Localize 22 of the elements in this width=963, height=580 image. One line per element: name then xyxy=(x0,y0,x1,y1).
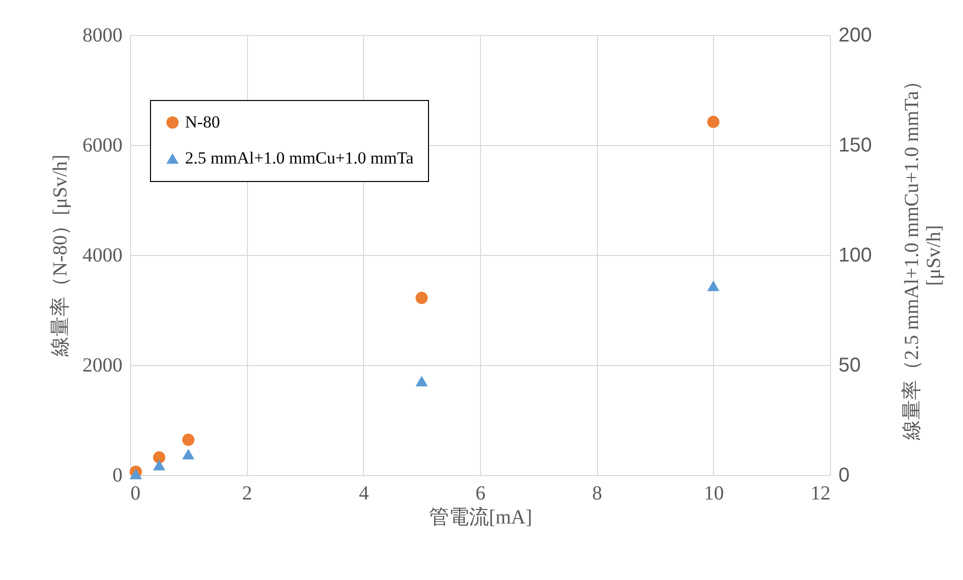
y2-tick-label: 100 xyxy=(838,244,872,266)
x-tick-label: 8 xyxy=(592,482,602,504)
y-tick-label: 8000 xyxy=(82,24,122,46)
y2-tick-label: 0 xyxy=(838,464,850,486)
y2-tick-label: 200 xyxy=(838,24,872,46)
x-tick-label: 6 xyxy=(476,482,486,504)
y2-tick-label: 50 xyxy=(838,354,861,376)
y-tick-label: 4000 xyxy=(82,244,122,266)
legend-label: 2.5 mmAl+1.0 mmCu+1.0 mmTa xyxy=(185,148,414,168)
legend-label: N-80 xyxy=(185,112,220,132)
x-tick-label: 4 xyxy=(358,482,369,504)
x-axis-title: 管電流[mA] xyxy=(428,506,532,528)
y-tick-label: 6000 xyxy=(82,134,122,156)
y2-tick-label: 150 xyxy=(838,134,872,156)
x-tick-label: 0 xyxy=(130,482,140,504)
y-tick-label: 0 xyxy=(112,464,122,486)
x-tick-label: 2 xyxy=(242,482,252,504)
x-tick-label: 12 xyxy=(810,482,830,504)
y-tick-label: 2000 xyxy=(82,354,122,376)
x-tick-label: 10 xyxy=(704,482,724,504)
y2-axis-title: 線量率（2.5 mmAl+1.0 mmCu+1.0 mmTa） [μSv/h] xyxy=(900,71,945,441)
y-axis-title: 線量率（N-80）[μSv/h] xyxy=(50,154,72,358)
